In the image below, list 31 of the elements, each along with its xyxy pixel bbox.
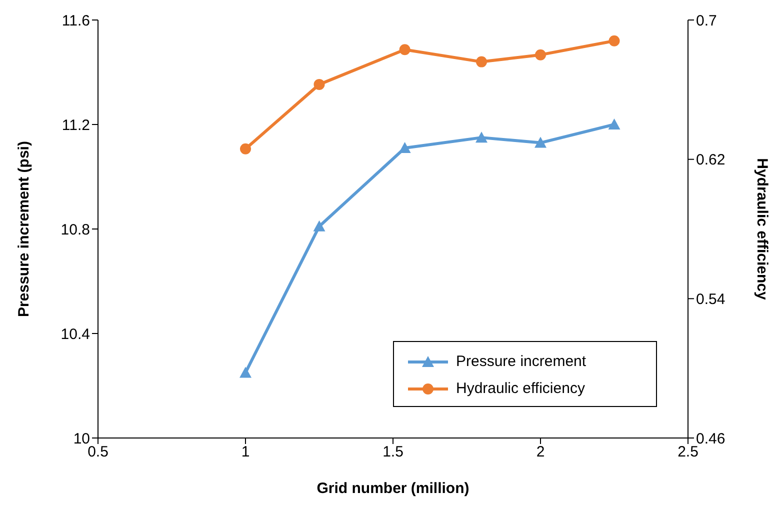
point	[399, 44, 410, 56]
point	[608, 35, 620, 46]
point	[535, 49, 546, 60]
x-axis-title: Grid number (million)	[316, 480, 470, 497]
y-tick-label: 10	[73, 430, 90, 448]
point	[476, 56, 487, 68]
x-tick-label: 2.5	[678, 444, 698, 461]
point	[398, 142, 411, 154]
y-axis-title: Pressure increment (psi)	[15, 141, 32, 317]
point	[313, 220, 326, 232]
point	[534, 136, 546, 148]
x-tick-label: 0.5	[88, 444, 108, 461]
y2-tick-label: 0.7	[696, 12, 717, 30]
x-tick-label: 2	[536, 444, 545, 461]
point	[240, 366, 252, 378]
x-tick-label: 1	[241, 444, 250, 461]
legend-label: Hydraulic efficiency	[456, 380, 585, 397]
y2-tick-label: 0.62	[696, 152, 726, 169]
y2-tick-label: 0.46	[696, 430, 726, 448]
y-tick-label: 11.2	[62, 116, 90, 134]
y-tick-label: 11.6	[62, 12, 90, 30]
point	[476, 132, 488, 143]
y2-axis-title: Hydraulic efficiency	[754, 158, 771, 301]
x-tick-label: 1.5	[382, 444, 404, 461]
y-tick-label: 10.8	[60, 221, 90, 238]
point	[314, 78, 325, 90]
y-tick-label: 10.4	[60, 326, 90, 343]
y2-tick-label: 0.54	[696, 290, 726, 308]
legend-label: Pressure increment	[456, 353, 586, 370]
point	[240, 143, 251, 154]
point	[608, 118, 620, 130]
